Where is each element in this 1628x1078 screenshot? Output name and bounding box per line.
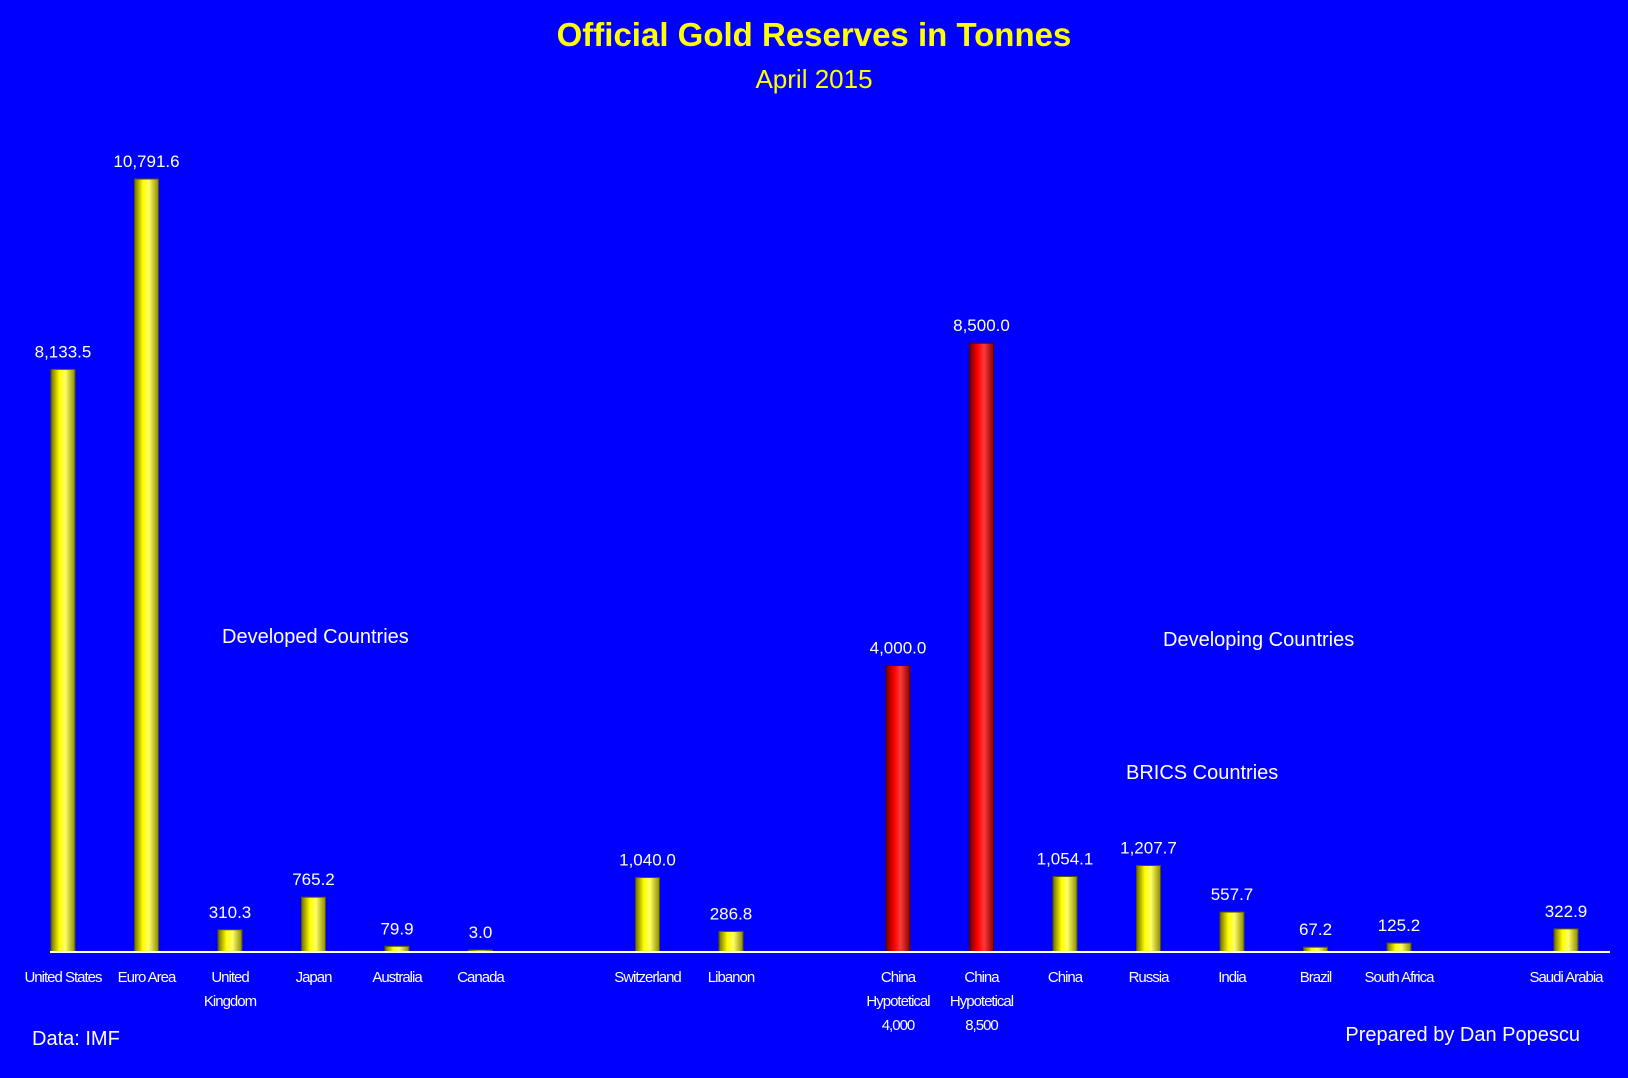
tick-label: India bbox=[1218, 969, 1247, 986]
data-label: 4,000.0 bbox=[870, 638, 927, 657]
tick-label: Australia bbox=[372, 969, 423, 986]
tick-label: South Africa bbox=[1365, 969, 1436, 986]
bar bbox=[301, 896, 326, 953]
tick-label: Russia bbox=[1129, 969, 1171, 986]
data-label: 765.2 bbox=[292, 870, 335, 889]
author-credit: Prepared by Dan Popescu bbox=[1345, 1024, 1580, 1046]
tick-label: China bbox=[1048, 969, 1084, 986]
chart-title: Official Gold Reserves in Tonnes bbox=[556, 16, 1072, 53]
tick-label: Libanon bbox=[708, 969, 755, 986]
annotation-brics: BRICS Countries bbox=[1126, 762, 1279, 784]
tick-label: United Kingdom bbox=[204, 969, 257, 1010]
annotation-developed: Developed Countries bbox=[222, 626, 409, 648]
data-label: 557.7 bbox=[1211, 885, 1254, 904]
chart-subtitle: April 2015 bbox=[755, 64, 873, 94]
data-label: 1,207.7 bbox=[1120, 838, 1177, 857]
bar bbox=[969, 342, 994, 953]
tick-label: United States bbox=[24, 969, 102, 986]
data-label: 67.2 bbox=[1299, 920, 1332, 939]
data-label: 1,054.1 bbox=[1037, 849, 1094, 868]
tick-label: China Hypotetical 8,500 bbox=[950, 969, 1014, 1034]
bar bbox=[635, 877, 660, 953]
data-label: 8,500.0 bbox=[953, 316, 1010, 335]
tick-label: Japan bbox=[296, 969, 333, 986]
data-label: 310.3 bbox=[209, 903, 252, 922]
tick-label: China Hypotetical 4,000 bbox=[866, 969, 930, 1034]
bar bbox=[718, 930, 744, 953]
tick-label: Brazil bbox=[1300, 969, 1332, 986]
bar bbox=[1219, 911, 1245, 953]
data-label: 79.9 bbox=[380, 919, 413, 938]
data-label: 1,040.0 bbox=[619, 851, 676, 870]
tick-label: Canada bbox=[457, 969, 505, 986]
data-label: 125.2 bbox=[1378, 916, 1421, 935]
tick-label: Saudi Arabia bbox=[1529, 969, 1604, 986]
tick-label: Switzerland bbox=[614, 969, 681, 986]
annotation-developing: Developing Countries bbox=[1163, 629, 1355, 651]
data-label: 286.8 bbox=[710, 904, 753, 923]
bar bbox=[1386, 942, 1412, 953]
data-label: 322.9 bbox=[1545, 902, 1588, 921]
data-label: 10,791.6 bbox=[113, 152, 179, 171]
bar bbox=[134, 178, 159, 953]
tick-label: Euro Area bbox=[118, 969, 177, 986]
bar bbox=[885, 664, 911, 953]
bar bbox=[1553, 928, 1579, 953]
data-label: 3.0 bbox=[469, 923, 493, 942]
bar bbox=[1052, 875, 1078, 953]
bar bbox=[1136, 864, 1161, 953]
bar bbox=[217, 929, 243, 953]
bar bbox=[50, 368, 76, 953]
data-source: Data: IMF bbox=[32, 1028, 120, 1050]
data-label: 8,133.5 bbox=[35, 342, 92, 361]
